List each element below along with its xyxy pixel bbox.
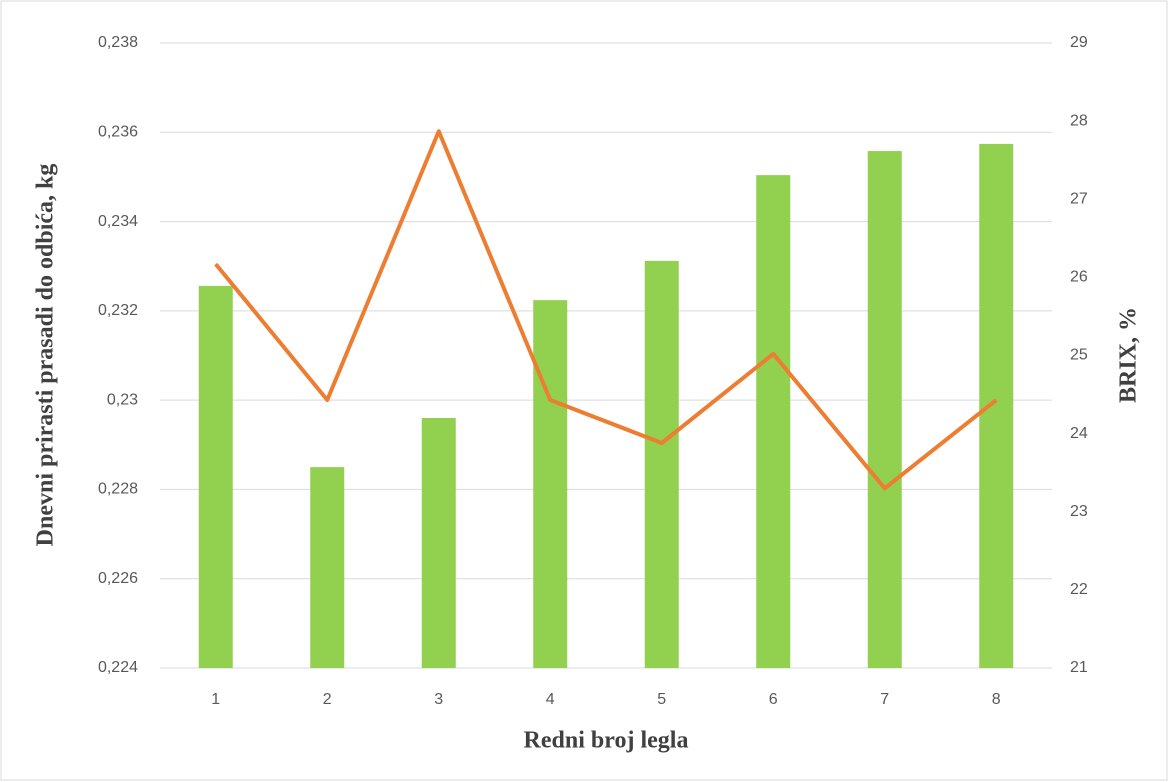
y2-axis-title: BRIX, % — [1116, 307, 1142, 403]
y2-tick-label: 23 — [1070, 503, 1088, 520]
y-tick-label: 0,228 — [98, 481, 138, 498]
y-tick-label: 0,23 — [107, 391, 138, 408]
bar — [310, 467, 345, 668]
y2-tick-label: 25 — [1070, 347, 1088, 364]
x-tick-label: 6 — [769, 691, 778, 708]
y2-tick-label: 21 — [1070, 659, 1088, 676]
y-tick-label: 0,234 — [98, 213, 138, 230]
x-tick-label: 7 — [880, 691, 889, 708]
y-tick-label: 0,232 — [98, 302, 138, 319]
y2-tick-label: 26 — [1070, 269, 1088, 286]
y-tick-label: 0,226 — [98, 570, 138, 587]
y2-tick-label: 24 — [1070, 425, 1088, 442]
bar — [979, 143, 1014, 669]
y-axis-title: Dnevni prirasti prasadi do odbića, kg — [33, 164, 59, 547]
line — [214, 129, 998, 491]
y2-tick-label: 27 — [1070, 190, 1088, 207]
y-tick-label: 0,236 — [98, 124, 138, 141]
y-tick-label: 0,224 — [98, 659, 138, 676]
bar — [756, 175, 791, 668]
bar — [644, 260, 679, 668]
x-tick-label: 3 — [434, 691, 443, 708]
x-tick-label: 1 — [211, 691, 220, 708]
y2-tick-label: 22 — [1070, 581, 1088, 598]
x-tick-label: 8 — [992, 691, 1001, 708]
x-tick-label: 5 — [657, 691, 666, 708]
bar — [533, 300, 568, 668]
y2-tick-label: 29 — [1070, 34, 1088, 51]
x-axis-title: Redni broj legla — [524, 728, 689, 754]
bar — [421, 418, 456, 668]
bar — [867, 151, 902, 669]
x-tick-label: 2 — [323, 691, 332, 708]
y-tick-label: 0,238 — [98, 34, 138, 51]
y2-tick-label: 28 — [1070, 112, 1088, 129]
bar — [198, 285, 233, 668]
x-tick-label: 4 — [546, 691, 555, 708]
